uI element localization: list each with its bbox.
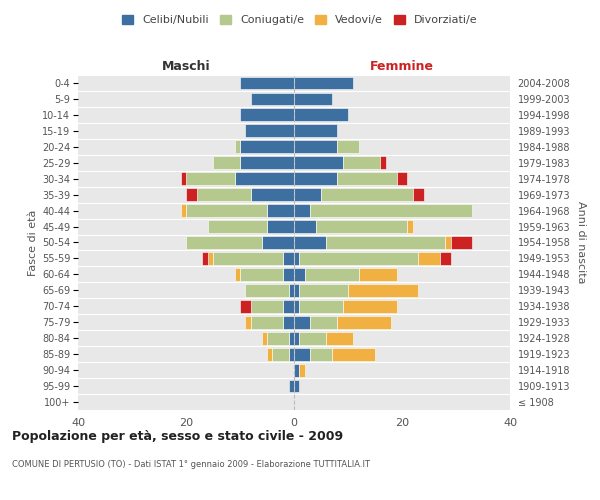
Y-axis label: Fasce di età: Fasce di età [28,210,38,276]
Bar [267,204,294,217]
Y-axis label: Anni di nascita: Anni di nascita [576,201,586,284]
Bar [240,268,283,281]
Bar [245,124,294,137]
Bar [294,92,332,106]
Bar [289,348,294,360]
Bar [289,284,294,296]
Bar [240,140,294,153]
Bar [380,156,386,169]
Bar [294,124,337,137]
Bar [267,220,294,233]
Bar [240,156,294,169]
Bar [245,284,289,296]
Bar [267,332,289,344]
Bar [294,156,343,169]
Bar [310,316,337,328]
Bar [326,236,445,249]
Bar [262,332,267,344]
Bar [326,332,353,344]
Bar [294,220,316,233]
Bar [186,204,267,217]
Bar [445,236,451,249]
Bar [267,348,272,360]
Bar [202,252,208,265]
Bar [289,380,294,392]
Bar [186,236,262,249]
Bar [359,268,397,281]
Bar [337,140,359,153]
Bar [181,172,186,185]
Bar [283,268,294,281]
Bar [294,172,337,185]
Bar [251,300,283,312]
Bar [272,348,289,360]
Text: Femmine: Femmine [370,60,434,74]
Bar [240,300,251,312]
Bar [294,348,310,360]
Bar [283,300,294,312]
Bar [181,204,186,217]
Bar [316,220,407,233]
Bar [251,188,294,201]
Bar [294,284,299,296]
Bar [294,268,305,281]
Bar [235,172,294,185]
Bar [213,156,240,169]
Text: Popolazione per età, sesso e stato civile - 2009: Popolazione per età, sesso e stato civil… [12,430,343,443]
Bar [299,252,418,265]
Bar [294,76,353,90]
Bar [343,300,397,312]
Bar [299,364,305,376]
Bar [294,236,326,249]
Bar [251,92,294,106]
Bar [262,236,294,249]
Bar [337,172,397,185]
Bar [235,268,240,281]
Bar [213,252,283,265]
Bar [235,140,240,153]
Bar [299,300,343,312]
Bar [348,284,418,296]
Bar [251,316,283,328]
Bar [299,332,326,344]
Bar [451,236,472,249]
Bar [294,300,299,312]
Bar [186,172,235,185]
Bar [294,140,337,153]
Bar [310,348,332,360]
Bar [283,316,294,328]
Bar [186,188,197,201]
Bar [240,76,294,90]
Bar [294,108,348,122]
Bar [332,348,375,360]
Text: COMUNE DI PERTUSIO (TO) - Dati ISTAT 1° gennaio 2009 - Elaborazione TUTTITALIA.I: COMUNE DI PERTUSIO (TO) - Dati ISTAT 1° … [12,460,370,469]
Bar [294,252,299,265]
Bar [240,108,294,122]
Bar [294,316,310,328]
Bar [294,204,310,217]
Bar [289,332,294,344]
Bar [321,188,413,201]
Bar [418,252,440,265]
Bar [397,172,407,185]
Bar [294,380,299,392]
Bar [208,252,213,265]
Bar [208,220,267,233]
Bar [294,332,299,344]
Bar [407,220,413,233]
Bar [299,284,348,296]
Bar [283,252,294,265]
Bar [294,188,321,201]
Text: Maschi: Maschi [161,60,211,74]
Bar [337,316,391,328]
Bar [305,268,359,281]
Bar [294,364,299,376]
Bar [413,188,424,201]
Bar [440,252,451,265]
Bar [343,156,380,169]
Bar [245,316,251,328]
Bar [197,188,251,201]
Legend: Celibi/Nubili, Coniugati/e, Vedovi/e, Divorziati/e: Celibi/Nubili, Coniugati/e, Vedovi/e, Di… [118,10,482,30]
Bar [310,204,472,217]
